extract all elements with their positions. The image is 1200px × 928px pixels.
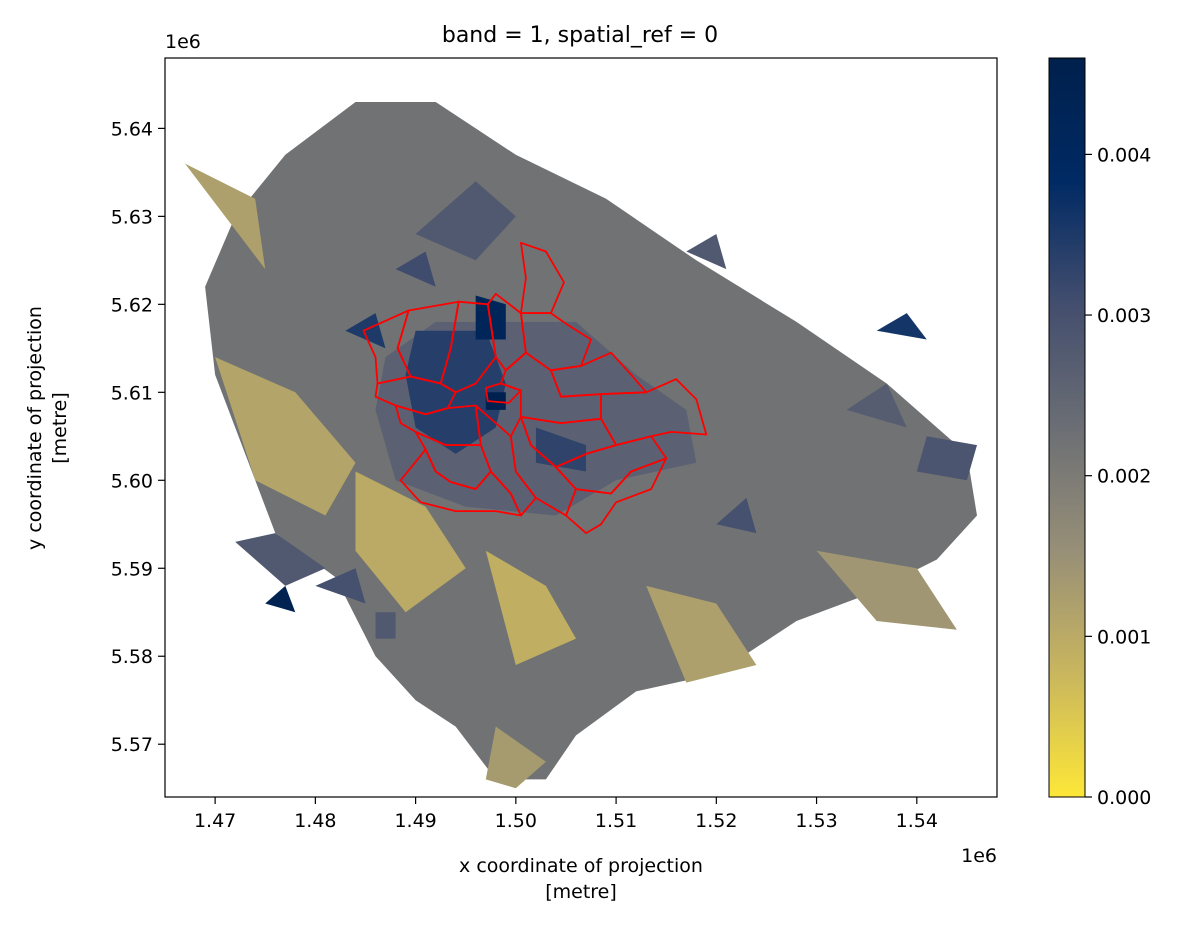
x-tick-label: 1.48 xyxy=(294,810,336,832)
x-offset-label: 1e6 xyxy=(961,845,997,867)
y-tick-label: 5.62 xyxy=(111,294,153,316)
raster-region-5 xyxy=(646,585,757,683)
x-tick-label: 1.54 xyxy=(896,810,938,832)
x-tick-label: 1.47 xyxy=(194,810,236,832)
y-tick-label: 5.63 xyxy=(111,206,153,228)
raster-region-22 xyxy=(475,295,506,340)
x-tick-label: 1.49 xyxy=(394,810,436,832)
x-axis-label-line2: [metre] xyxy=(545,881,617,903)
raster-region-10 xyxy=(846,383,907,428)
raster-region-17 xyxy=(265,585,296,613)
colorbar-tick-label: 0.001 xyxy=(1097,626,1151,648)
raster-region-9 xyxy=(686,234,727,270)
colorbar-ticks: 0.000 0.001 0.002 0.003 0.004 xyxy=(1085,144,1151,809)
y-offset-label: 1e6 xyxy=(165,31,201,53)
x-tick-label: 1.52 xyxy=(695,810,737,832)
x-axis-label-line1: x coordinate of projection xyxy=(459,855,703,877)
y-tick-label: 5.58 xyxy=(111,646,153,668)
raster-region-13 xyxy=(716,497,757,534)
raster-region-11 xyxy=(876,313,927,340)
chart-title: band = 1, spatial_ref = 0 xyxy=(442,23,718,48)
raster-region-16 xyxy=(375,612,396,639)
raster-region-19 xyxy=(395,251,436,287)
raster-region-2 xyxy=(215,357,356,516)
district-boundary-0 xyxy=(484,382,522,404)
x-tick-label: 1.51 xyxy=(595,810,637,832)
raster-region-8 xyxy=(415,181,516,261)
raster-region-4 xyxy=(485,550,576,665)
plot-frame xyxy=(164,57,998,798)
colorbar-tick-label: 0.002 xyxy=(1097,466,1151,488)
x-tick-label: 1.53 xyxy=(795,810,837,832)
raster-regions xyxy=(185,102,978,789)
plot-area xyxy=(164,57,998,798)
raster-region-6 xyxy=(816,550,957,630)
colorbar-tick-label: 0.000 xyxy=(1097,787,1151,809)
raster-region-12 xyxy=(916,436,977,481)
y-tick-label: 5.57 xyxy=(111,734,153,756)
y-tick-label: 5.64 xyxy=(111,118,153,140)
district-boundary-13 xyxy=(565,457,668,534)
raster-region-1 xyxy=(185,163,266,270)
district-boundary-18 xyxy=(399,448,522,517)
colorbar-tick-label: 0.004 xyxy=(1097,144,1151,166)
district-boundaries xyxy=(362,241,708,534)
y-tick-label: 5.61 xyxy=(111,382,153,404)
x-tick-label: 1.50 xyxy=(495,810,537,832)
raster-region-15 xyxy=(315,568,366,604)
x-axis: 1.47 1.48 1.49 1.50 1.51 1.52 1.53 1.54 xyxy=(194,797,938,832)
raster-region-3 xyxy=(355,471,466,613)
y-axis: 5.57 5.58 5.59 5.60 5.61 5.62 5.63 5.64 xyxy=(111,118,165,756)
y-axis-label-line1: y coordinate of projection xyxy=(24,306,46,550)
raster-region-7 xyxy=(485,726,546,789)
y-tick-label: 5.59 xyxy=(111,558,153,580)
colorbar-tick-label: 0.003 xyxy=(1097,305,1151,327)
colorbar-gradient xyxy=(1048,57,1086,798)
y-tick-label: 5.60 xyxy=(111,470,153,492)
y-axis-label-line2: [metre] xyxy=(49,392,71,464)
raster-region-14 xyxy=(235,533,326,586)
colorbar: 0.000 0.001 0.002 0.003 0.004 xyxy=(1048,57,1151,809)
